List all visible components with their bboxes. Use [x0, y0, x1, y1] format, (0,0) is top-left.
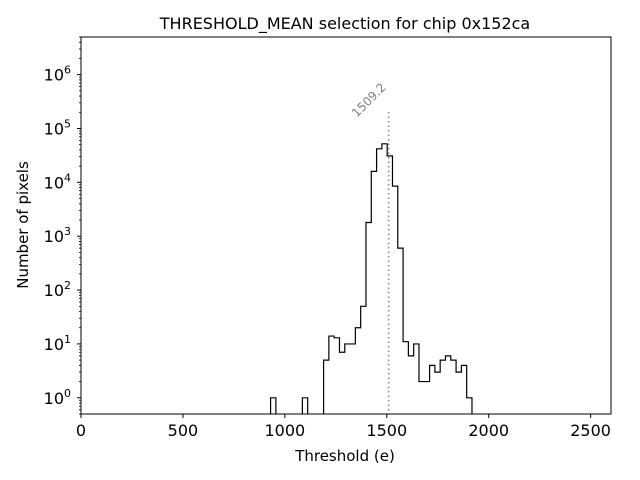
histogram-bin-10	[366, 222, 371, 414]
histogram-bin-24	[440, 360, 445, 414]
y-tick-label: 101	[44, 333, 71, 354]
histogram-bin-3	[329, 336, 334, 414]
histogram-bin-29	[467, 398, 472, 414]
plot-frame	[80, 36, 612, 415]
histogram-bin-14	[387, 156, 392, 414]
histogram-bin-15	[392, 186, 397, 414]
mean-marker-label: 1509.2	[349, 80, 389, 120]
y-tick-label: 102	[44, 279, 71, 300]
histogram-bin-19	[414, 344, 419, 414]
histogram-bin-7	[350, 344, 355, 414]
y-axis-label: Number of pixels	[14, 161, 32, 289]
histogram-bin-16	[398, 248, 403, 414]
x-tick-label: 1500	[366, 421, 407, 440]
histogram-bin-18	[408, 356, 413, 414]
histogram-bin-0	[271, 398, 276, 414]
histogram-bin-17	[403, 342, 408, 414]
y-tick-label: 103	[44, 225, 71, 246]
histogram-bin-6	[345, 344, 350, 414]
histogram-outline	[269, 143, 473, 414]
histogram-bin-9	[361, 306, 366, 414]
histogram-bin-2	[324, 360, 329, 414]
y-tick-label: 105	[44, 118, 71, 139]
y-tick-label: 106	[44, 64, 71, 85]
histogram-bin-22	[430, 365, 435, 414]
histogram-bin-23	[435, 372, 440, 414]
x-tick-label: 1000	[264, 421, 305, 440]
histogram-bin-4	[334, 338, 339, 414]
y-tick-label: 100	[44, 387, 71, 408]
histogram-bin-13	[382, 144, 387, 414]
histogram-bin-21	[424, 382, 429, 414]
histogram-bin-8	[355, 328, 360, 414]
x-tick-label: 2500	[570, 421, 611, 440]
histogram-bin-12	[377, 149, 382, 414]
histogram-bin-26	[451, 360, 456, 414]
histogram-bin-25	[445, 356, 450, 414]
histogram-bin-1	[302, 398, 307, 414]
histogram-bin-11	[371, 171, 376, 414]
chart-title: THRESHOLD_MEAN selection for chip 0x152c…	[159, 14, 530, 34]
x-tick-label: 2000	[468, 421, 509, 440]
plot-area: 1509.2 0 500 1000 1500 2000 2500 100 101 102 103 10…	[44, 36, 612, 440]
x-tick-label: 0	[76, 421, 86, 440]
histogram-bin-5	[339, 352, 344, 414]
y-tick-label: 104	[44, 171, 71, 192]
histogram-bin-27	[456, 372, 461, 414]
histogram-bin-28	[461, 365, 466, 414]
x-axis-label: Threshold (e)	[294, 447, 395, 465]
histogram-bin-20	[419, 382, 424, 414]
x-tick-label: 500	[168, 421, 199, 440]
